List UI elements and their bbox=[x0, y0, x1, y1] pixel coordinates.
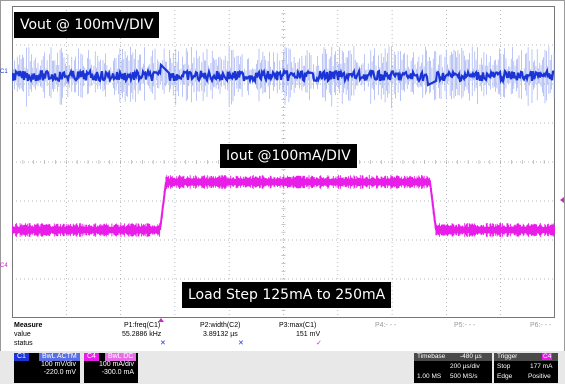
timebase-per-div: 200 µs/div bbox=[450, 363, 480, 370]
timebase-samples: 1.00 MS bbox=[417, 373, 442, 380]
measure-p2-status-icon: ✕ bbox=[238, 340, 244, 347]
ch4-tag: C4 bbox=[84, 353, 99, 361]
trigger-slope: Positive bbox=[528, 373, 551, 380]
trigger-level: 177 mA bbox=[530, 363, 553, 370]
iout-rising-edge bbox=[159, 181, 167, 231]
ch4-mode: BwL DC bbox=[104, 353, 137, 361]
ch1-mode: BwL ACTM bbox=[38, 353, 80, 361]
ch4-descriptor[interactable]: C4 BwL DC 100 mA/div -300.0 mA bbox=[84, 353, 138, 383]
measure-p3-status-icon: ✓ bbox=[316, 340, 322, 347]
timebase-rate: 500 MS/s bbox=[450, 373, 478, 380]
vout-label: Vout @ 100mV/DIV bbox=[14, 12, 160, 38]
measure-p3-value: 151 mV bbox=[296, 331, 321, 338]
ch4-scale: 100 mA/div bbox=[98, 361, 134, 368]
measure-p3-name[interactable]: P3:max(C1) bbox=[279, 322, 317, 329]
measure-heading: Measure bbox=[14, 322, 43, 329]
measure-p2-value: 3.89132 µs bbox=[203, 331, 238, 338]
grid-border bbox=[12, 6, 555, 318]
iout-falling-edge bbox=[429, 181, 437, 231]
status-bar: C1 BwL ACTM 100 mV/div -220.0 mV C4 BwL … bbox=[0, 351, 565, 384]
measure-p4-name[interactable]: P4:- - - bbox=[375, 322, 397, 329]
trigger-mode: Stop bbox=[497, 363, 511, 370]
trigger-position-marker bbox=[158, 318, 164, 322]
ch1-marker: C1 bbox=[0, 69, 8, 75]
measure-p1-value: 55.2886 kHz bbox=[122, 331, 162, 338]
measure-p6-name[interactable]: P6:- - - bbox=[530, 322, 552, 329]
trigger-descriptor[interactable]: Trigger C4 Stop 177 mA Edge Positive bbox=[494, 353, 558, 383]
ch1-scale: 100 mV/div bbox=[40, 361, 76, 368]
ch1-offset: -220.0 mV bbox=[43, 369, 76, 376]
ch1-tag: C1 bbox=[14, 353, 29, 361]
measure-p2-name[interactable]: P2:width(C2) bbox=[200, 322, 241, 329]
load-step-label: Load Step 125mA to 250mA bbox=[182, 282, 392, 308]
waveform-display: Vout @ 100mV/DIV Iout @100mA/DIV Load St… bbox=[12, 6, 555, 318]
measure-p1-status-icon: ✕ bbox=[160, 340, 166, 347]
measure-status-label: status bbox=[14, 340, 33, 347]
waveform-plot bbox=[12, 6, 555, 318]
trigger-channel: C4 bbox=[542, 353, 553, 360]
timebase-descriptor[interactable]: Timebase -480 µs 200 µs/div 1.00 MS 500 … bbox=[414, 353, 492, 383]
measure-p1-name[interactable]: P1:freq(C1) bbox=[124, 322, 161, 329]
ch4-marker: C4 bbox=[0, 263, 8, 269]
ch1-descriptor[interactable]: C1 BwL ACTM 100 mV/div -220.0 mV bbox=[14, 353, 80, 383]
ch4-offset: -300.0 mA bbox=[101, 369, 134, 376]
measure-panel: Measure value status P1:freq(C1) 55.2886… bbox=[0, 321, 565, 351]
vout-trace bbox=[12, 62, 555, 87]
measure-p5-name[interactable]: P5:- - - bbox=[454, 322, 476, 329]
trigger-title: Trigger bbox=[497, 353, 518, 360]
timebase-delay: -480 µs bbox=[460, 353, 482, 360]
iout-label: Iout @100mA/DIV bbox=[220, 144, 357, 168]
trigger-type: Edge bbox=[497, 373, 513, 380]
trigger-level-marker bbox=[560, 197, 564, 203]
measure-value-label: value bbox=[14, 331, 31, 338]
timebase-title: Timebase bbox=[417, 353, 446, 360]
